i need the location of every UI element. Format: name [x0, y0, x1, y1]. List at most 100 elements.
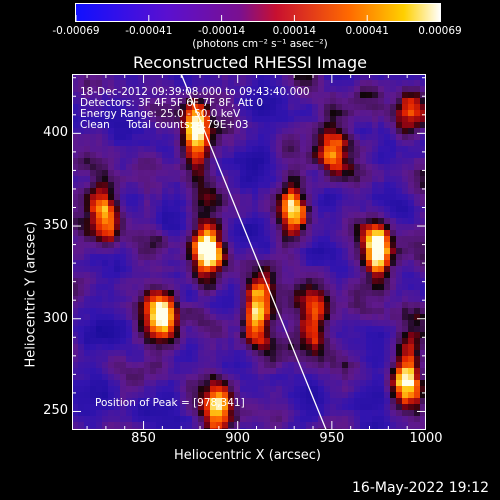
- heatmap-pixel: [198, 98, 205, 105]
- heatmap-pixel: [78, 296, 85, 303]
- heatmap-pixel: [120, 266, 127, 273]
- heatmap-pixel: [168, 170, 175, 177]
- heatmap-pixel: [180, 122, 187, 129]
- heatmap-pixel: [126, 362, 133, 369]
- heatmap-pixel: [210, 92, 217, 99]
- heatmap-pixel: [324, 188, 331, 195]
- heatmap-pixel: [288, 164, 295, 171]
- heatmap-pixel: [192, 74, 199, 81]
- heatmap-pixel: [390, 398, 397, 405]
- heatmap-pixel: [222, 170, 229, 177]
- heatmap-pixel: [240, 116, 247, 123]
- heatmap-pixel: [84, 170, 91, 177]
- heatmap-pixel: [144, 134, 151, 141]
- heatmap-pixel: [348, 236, 355, 243]
- heatmap-pixel: [258, 248, 265, 255]
- heatmap-pixel: [378, 242, 385, 249]
- heatmap-pixel: [198, 302, 205, 309]
- heatmap-pixel: [384, 242, 391, 249]
- heatmap-pixel: [408, 380, 415, 387]
- heatmap-pixel: [150, 218, 157, 225]
- heatmap-pixel: [396, 302, 403, 309]
- heatmap-pixel: [102, 92, 109, 99]
- heatmap-pixel: [120, 422, 127, 429]
- heatmap-pixel: [120, 242, 127, 249]
- heatmap-pixel: [162, 188, 169, 195]
- heatmap-pixel: [234, 344, 241, 351]
- heatmap-pixel: [378, 260, 385, 267]
- heatmap-pixel: [372, 260, 379, 267]
- heatmap-pixel: [162, 116, 169, 123]
- heatmap-pixel: [390, 248, 397, 255]
- heatmap-pixel: [222, 176, 229, 183]
- heatmap-pixel: [300, 140, 307, 147]
- heatmap-pixel: [72, 350, 79, 357]
- heatmap-pixel: [354, 266, 361, 273]
- heatmap-pixel: [294, 386, 301, 393]
- heatmap-pixel: [150, 368, 157, 375]
- heatmap-pixel: [366, 110, 373, 117]
- heatmap-pixel: [102, 404, 109, 411]
- heatmap-pixel: [396, 104, 403, 111]
- heatmap-pixel: [402, 338, 409, 345]
- heatmap-pixel: [162, 314, 169, 321]
- heatmap-pixel: [312, 74, 319, 81]
- heatmap-pixel: [288, 344, 295, 351]
- heatmap-pixel: [150, 164, 157, 171]
- heatmap-pixel: [294, 272, 301, 279]
- heatmap-pixel: [366, 140, 373, 147]
- heatmap-pixel: [204, 188, 211, 195]
- heatmap-pixel: [354, 122, 361, 129]
- heatmap-pixel: [168, 92, 175, 99]
- heatmap-pixel: [168, 284, 175, 291]
- heatmap-pixel: [270, 320, 277, 327]
- heatmap-pixel: [372, 188, 379, 195]
- heatmap-pixel: [282, 248, 289, 255]
- heatmap-pixel: [234, 200, 241, 207]
- heatmap-pixel: [204, 92, 211, 99]
- heatmap-pixel: [192, 182, 199, 189]
- heatmap-pixel: [216, 302, 223, 309]
- heatmap-pixel: [258, 80, 265, 87]
- heatmap-pixel: [228, 332, 235, 339]
- heatmap-pixel: [276, 164, 283, 171]
- heatmap-pixel: [276, 410, 283, 417]
- heatmap-pixel: [288, 320, 295, 327]
- heatmap-pixel: [96, 356, 103, 363]
- heatmap-pixel: [138, 266, 145, 273]
- heatmap-pixel: [342, 302, 349, 309]
- heatmap-pixel: [120, 128, 127, 135]
- heatmap-pixel: [294, 170, 301, 177]
- heatmap-pixel: [288, 242, 295, 249]
- heatmap-pixel: [180, 260, 187, 267]
- heatmap-pixel: [162, 110, 169, 117]
- heatmap-pixel: [72, 170, 79, 177]
- heatmap-pixel: [348, 230, 355, 237]
- heatmap-pixel: [168, 326, 175, 333]
- heatmap-pixel: [84, 98, 91, 105]
- heatmap-pixel: [354, 332, 361, 339]
- heatmap-pixel: [270, 242, 277, 249]
- heatmap-pixel: [360, 164, 367, 171]
- heatmap-pixel: [276, 74, 283, 81]
- heatmap-pixel: [330, 356, 337, 363]
- heatmap-pixel: [108, 254, 115, 261]
- heatmap-pixel: [138, 176, 145, 183]
- heatmap-pixel: [360, 200, 367, 207]
- heatmap-pixel: [156, 296, 163, 303]
- heatmap-pixel: [300, 272, 307, 279]
- heatmap-pixel: [102, 116, 109, 123]
- heatmap-pixel: [294, 296, 301, 303]
- heatmap-pixel: [108, 248, 115, 255]
- heatmap-pixel: [168, 362, 175, 369]
- heatmap-pixel: [108, 218, 115, 225]
- heatmap-pixel: [414, 74, 421, 81]
- heatmap-pixel: [306, 116, 313, 123]
- heatmap-pixel: [384, 206, 391, 213]
- heatmap-pixel: [108, 302, 115, 309]
- heatmap-pixel: [114, 380, 121, 387]
- heatmap-pixel: [354, 404, 361, 411]
- heatmap-pixel: [264, 200, 271, 207]
- heatmap-pixel: [138, 272, 145, 279]
- heatmap-pixel: [276, 200, 283, 207]
